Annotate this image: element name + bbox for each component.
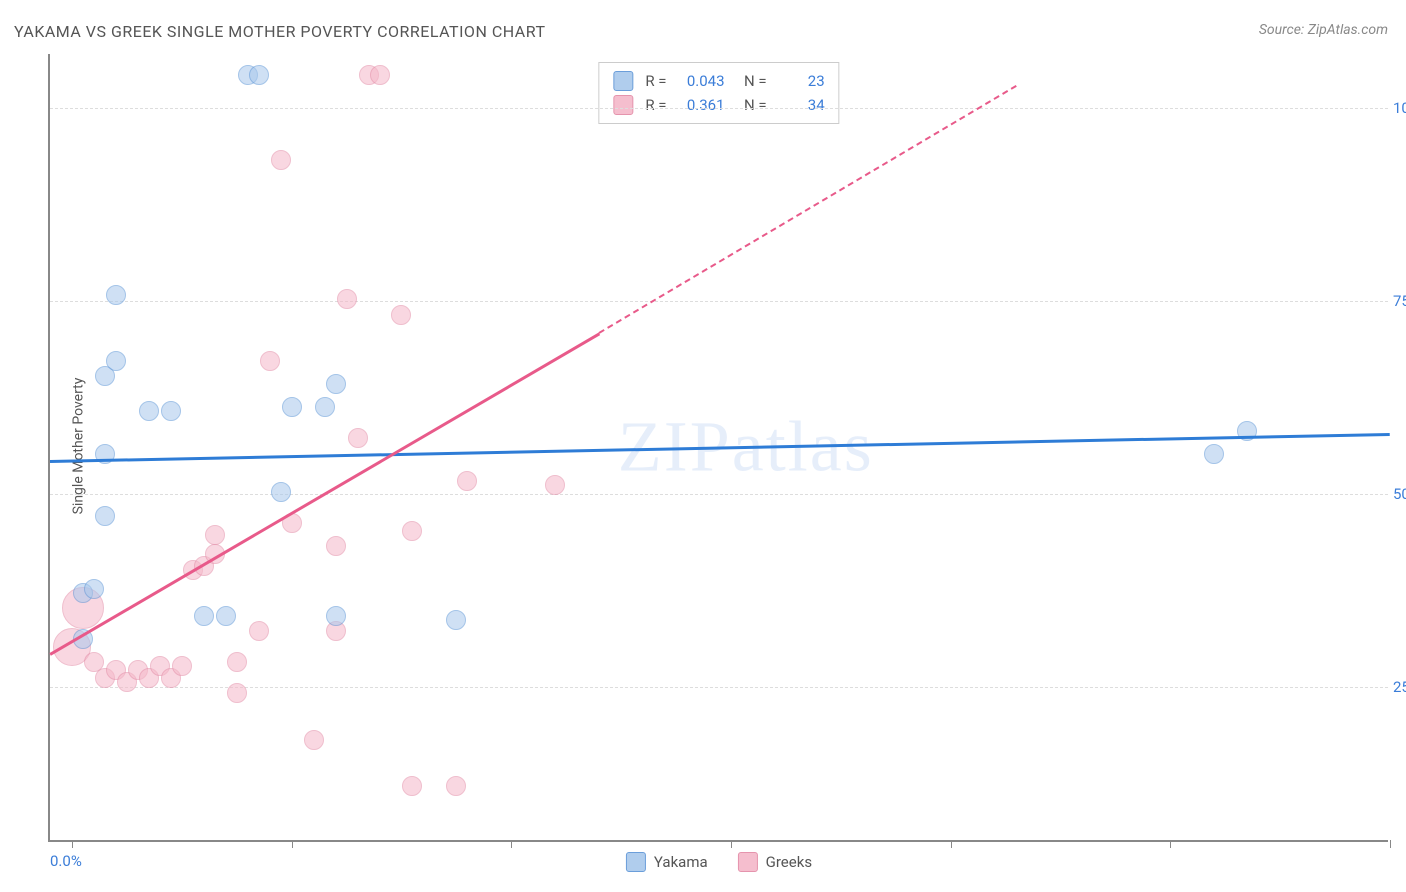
gridline bbox=[50, 108, 1388, 109]
n-label: N = bbox=[737, 96, 767, 114]
r-label: R = bbox=[645, 96, 666, 114]
data-point-yakama bbox=[326, 374, 346, 394]
data-point-yakama bbox=[216, 606, 236, 626]
r-value-greeks: 0.361 bbox=[677, 96, 725, 114]
legend-item-yakama: Yakama bbox=[626, 852, 708, 872]
data-point-greeks bbox=[205, 525, 225, 545]
data-point-greeks bbox=[304, 730, 324, 750]
data-point-greeks bbox=[391, 305, 411, 325]
data-point-greeks bbox=[402, 521, 422, 541]
data-point-yakama bbox=[106, 351, 126, 371]
data-point-yakama bbox=[161, 401, 181, 421]
data-point-greeks bbox=[545, 475, 565, 495]
legend-label-greeks: Greeks bbox=[766, 853, 812, 871]
x-tick bbox=[292, 840, 293, 848]
legend-item-greeks: Greeks bbox=[738, 852, 812, 872]
r-value-yakama: 0.043 bbox=[677, 72, 725, 90]
swatch-yakama bbox=[613, 71, 633, 91]
data-point-greeks bbox=[172, 656, 192, 676]
data-point-yakama bbox=[1204, 444, 1224, 464]
data-point-yakama bbox=[84, 579, 104, 599]
data-point-greeks bbox=[227, 652, 247, 672]
swatch-greeks bbox=[613, 95, 633, 115]
chart-title: YAKAMA VS GREEK SINGLE MOTHER POVERTY CO… bbox=[14, 22, 546, 41]
x-tick bbox=[72, 840, 73, 848]
data-point-greeks bbox=[227, 683, 247, 703]
n-label: N = bbox=[737, 72, 767, 90]
data-point-greeks bbox=[446, 776, 466, 796]
x-tick bbox=[1390, 840, 1391, 848]
gridline bbox=[50, 301, 1388, 302]
data-point-greeks bbox=[249, 621, 269, 641]
data-point-yakama bbox=[106, 285, 126, 305]
y-tick-label: 25.0% bbox=[1393, 678, 1406, 696]
data-point-yakama bbox=[139, 401, 159, 421]
data-point-greeks bbox=[271, 150, 291, 170]
n-value-greeks: 34 bbox=[777, 96, 825, 114]
gridline bbox=[50, 687, 1388, 688]
y-tick-label: 50.0% bbox=[1393, 485, 1406, 503]
data-point-greeks bbox=[326, 536, 346, 556]
trend-line bbox=[50, 433, 1390, 463]
data-point-yakama bbox=[249, 65, 269, 85]
legend-label-yakama: Yakama bbox=[654, 853, 708, 871]
gridline bbox=[50, 494, 1388, 495]
stats-row-yakama: R = 0.043 N = 23 bbox=[613, 69, 824, 93]
x-tick bbox=[731, 840, 732, 848]
legend-swatch-greeks bbox=[738, 852, 758, 872]
data-point-yakama bbox=[95, 506, 115, 526]
x-tick bbox=[951, 840, 952, 848]
data-point-yakama bbox=[315, 397, 335, 417]
data-point-yakama bbox=[271, 482, 291, 502]
source-attribution: Source: ZipAtlas.com bbox=[1259, 22, 1388, 38]
x-tick-label-min: 0.0% bbox=[50, 852, 82, 870]
x-tick bbox=[511, 840, 512, 848]
data-point-greeks bbox=[402, 776, 422, 796]
legend-bottom: Yakama Greeks bbox=[626, 852, 812, 872]
data-point-yakama bbox=[446, 610, 466, 630]
plot-area: ZIPatlas R = 0.043 N = 23 R = 0.361 N = … bbox=[48, 54, 1388, 842]
data-point-yakama bbox=[282, 397, 302, 417]
y-tick-label: 100.0% bbox=[1393, 99, 1406, 117]
correlation-stats-box: R = 0.043 N = 23 R = 0.361 N = 34 bbox=[598, 62, 839, 124]
data-point-greeks bbox=[337, 289, 357, 309]
data-point-greeks bbox=[457, 471, 477, 491]
data-point-yakama bbox=[194, 606, 214, 626]
legend-swatch-yakama bbox=[626, 852, 646, 872]
n-value-yakama: 23 bbox=[777, 72, 825, 90]
y-tick-label: 75.0% bbox=[1393, 292, 1406, 310]
data-point-yakama bbox=[326, 606, 346, 626]
data-point-greeks bbox=[348, 428, 368, 448]
data-point-greeks bbox=[370, 65, 390, 85]
chart-container: YAKAMA VS GREEK SINGLE MOTHER POVERTY CO… bbox=[0, 0, 1406, 892]
stats-row-greeks: R = 0.361 N = 34 bbox=[613, 93, 824, 117]
r-label: R = bbox=[645, 72, 666, 90]
x-tick bbox=[1170, 840, 1171, 848]
data-point-greeks bbox=[260, 351, 280, 371]
